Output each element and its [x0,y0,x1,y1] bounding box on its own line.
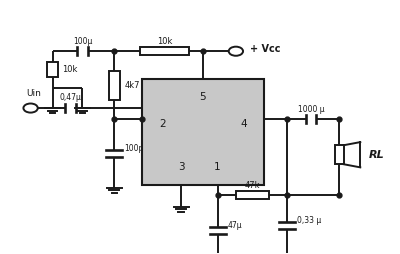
Text: 1: 1 [214,162,221,172]
Circle shape [24,104,38,113]
Text: 47k: 47k [245,181,260,190]
Text: + Vcc: + Vcc [250,44,280,54]
Text: 10k: 10k [157,37,172,46]
Text: RL: RL [369,150,385,160]
Bar [142,79,264,185]
Bar [236,192,269,199]
Text: 0,47μ: 0,47μ [60,93,81,103]
Text: Uin: Uin [27,89,42,99]
Text: 100p: 100p [124,144,144,153]
Text: 4k7: 4k7 [124,81,140,90]
Text: 2: 2 [159,119,166,129]
Bar [335,145,344,164]
Text: 10k: 10k [62,65,78,74]
Circle shape [229,47,243,56]
Text: 5: 5 [200,92,206,102]
Text: 100μ: 100μ [73,37,92,46]
Text: 47μ: 47μ [228,221,242,230]
Text: 0,33 μ: 0,33 μ [297,216,322,225]
Bar [47,62,58,77]
Bar [140,47,189,55]
Text: 3: 3 [178,162,184,172]
Text: 1000 μ: 1000 μ [298,105,324,114]
Bar [109,71,120,100]
Text: 4: 4 [240,119,247,129]
